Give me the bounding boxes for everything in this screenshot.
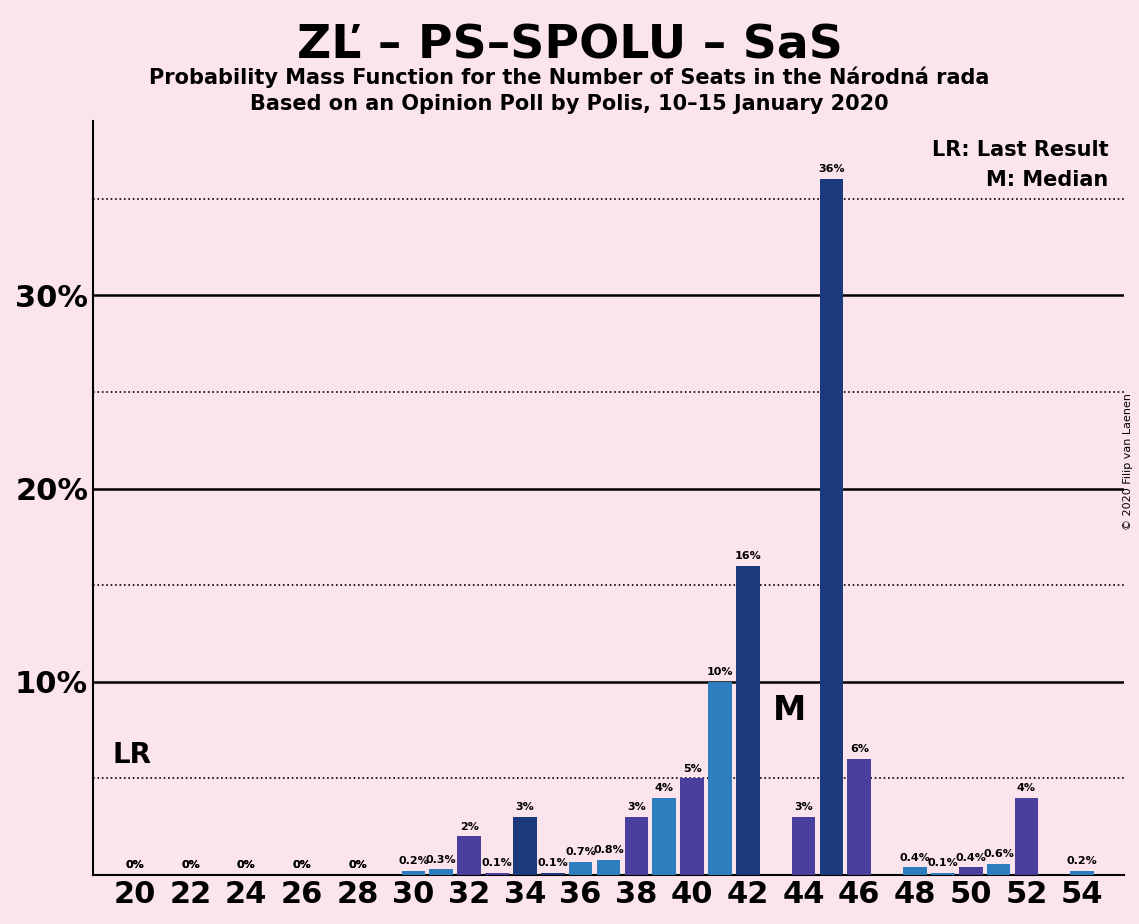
Text: Based on an Opinion Poll by Polis, 10–15 January 2020: Based on an Opinion Poll by Polis, 10–15… — [251, 94, 888, 115]
Text: LR: Last Result: LR: Last Result — [932, 140, 1108, 160]
Bar — [458, 836, 481, 875]
Bar — [959, 868, 983, 875]
Bar — [597, 859, 621, 875]
Text: 0.3%: 0.3% — [426, 855, 457, 865]
Text: 4%: 4% — [1017, 783, 1036, 793]
Text: 2%: 2% — [460, 821, 478, 832]
Text: 0%: 0% — [237, 860, 255, 870]
Text: 0.6%: 0.6% — [983, 849, 1014, 858]
Text: 0.1%: 0.1% — [538, 858, 568, 869]
Text: 0.2%: 0.2% — [1067, 857, 1098, 867]
Text: 0.8%: 0.8% — [593, 845, 624, 855]
Text: 0%: 0% — [349, 860, 367, 870]
Bar — [541, 873, 565, 875]
Text: 3%: 3% — [516, 802, 534, 812]
Bar — [653, 797, 677, 875]
Text: 10%: 10% — [706, 667, 734, 677]
Text: 4%: 4% — [655, 783, 674, 793]
Bar — [986, 864, 1010, 875]
Bar — [847, 760, 871, 875]
Bar — [402, 871, 425, 875]
Text: 0%: 0% — [349, 860, 367, 870]
Bar — [429, 869, 453, 875]
Text: M: Median: M: Median — [986, 170, 1108, 190]
Text: 0%: 0% — [125, 860, 145, 870]
Bar — [820, 179, 843, 875]
Text: 16%: 16% — [735, 551, 761, 561]
Bar — [485, 873, 509, 875]
Text: 0%: 0% — [293, 860, 311, 870]
Text: 6%: 6% — [850, 745, 869, 754]
Text: 0.2%: 0.2% — [398, 857, 428, 867]
Bar — [708, 682, 731, 875]
Text: 0.4%: 0.4% — [900, 853, 931, 863]
Text: ZĽ – PS–SPOLU – SaS: ZĽ – PS–SPOLU – SaS — [296, 23, 843, 68]
Bar — [513, 817, 536, 875]
Text: M: M — [773, 694, 806, 727]
Text: 0.4%: 0.4% — [956, 853, 986, 863]
Bar — [624, 817, 648, 875]
Text: 0%: 0% — [293, 860, 311, 870]
Text: 3%: 3% — [794, 802, 813, 812]
Bar — [1015, 797, 1039, 875]
Text: Probability Mass Function for the Number of Seats in the Národná rada: Probability Mass Function for the Number… — [149, 67, 990, 88]
Text: 0%: 0% — [125, 860, 145, 870]
Text: 5%: 5% — [682, 763, 702, 773]
Bar — [736, 565, 760, 875]
Text: © 2020 Filip van Laenen: © 2020 Filip van Laenen — [1123, 394, 1133, 530]
Bar — [792, 817, 816, 875]
Bar — [680, 779, 704, 875]
Text: 0%: 0% — [181, 860, 199, 870]
Text: 0.1%: 0.1% — [482, 858, 513, 869]
Bar — [931, 873, 954, 875]
Text: 0.1%: 0.1% — [927, 858, 958, 869]
Bar — [1071, 871, 1095, 875]
Bar — [903, 868, 927, 875]
Bar — [568, 861, 592, 875]
Text: 0%: 0% — [237, 860, 255, 870]
Text: 36%: 36% — [818, 164, 845, 175]
Text: 0%: 0% — [181, 860, 199, 870]
Text: LR: LR — [113, 741, 151, 769]
Text: 0.7%: 0.7% — [565, 846, 596, 857]
Text: 3%: 3% — [626, 802, 646, 812]
